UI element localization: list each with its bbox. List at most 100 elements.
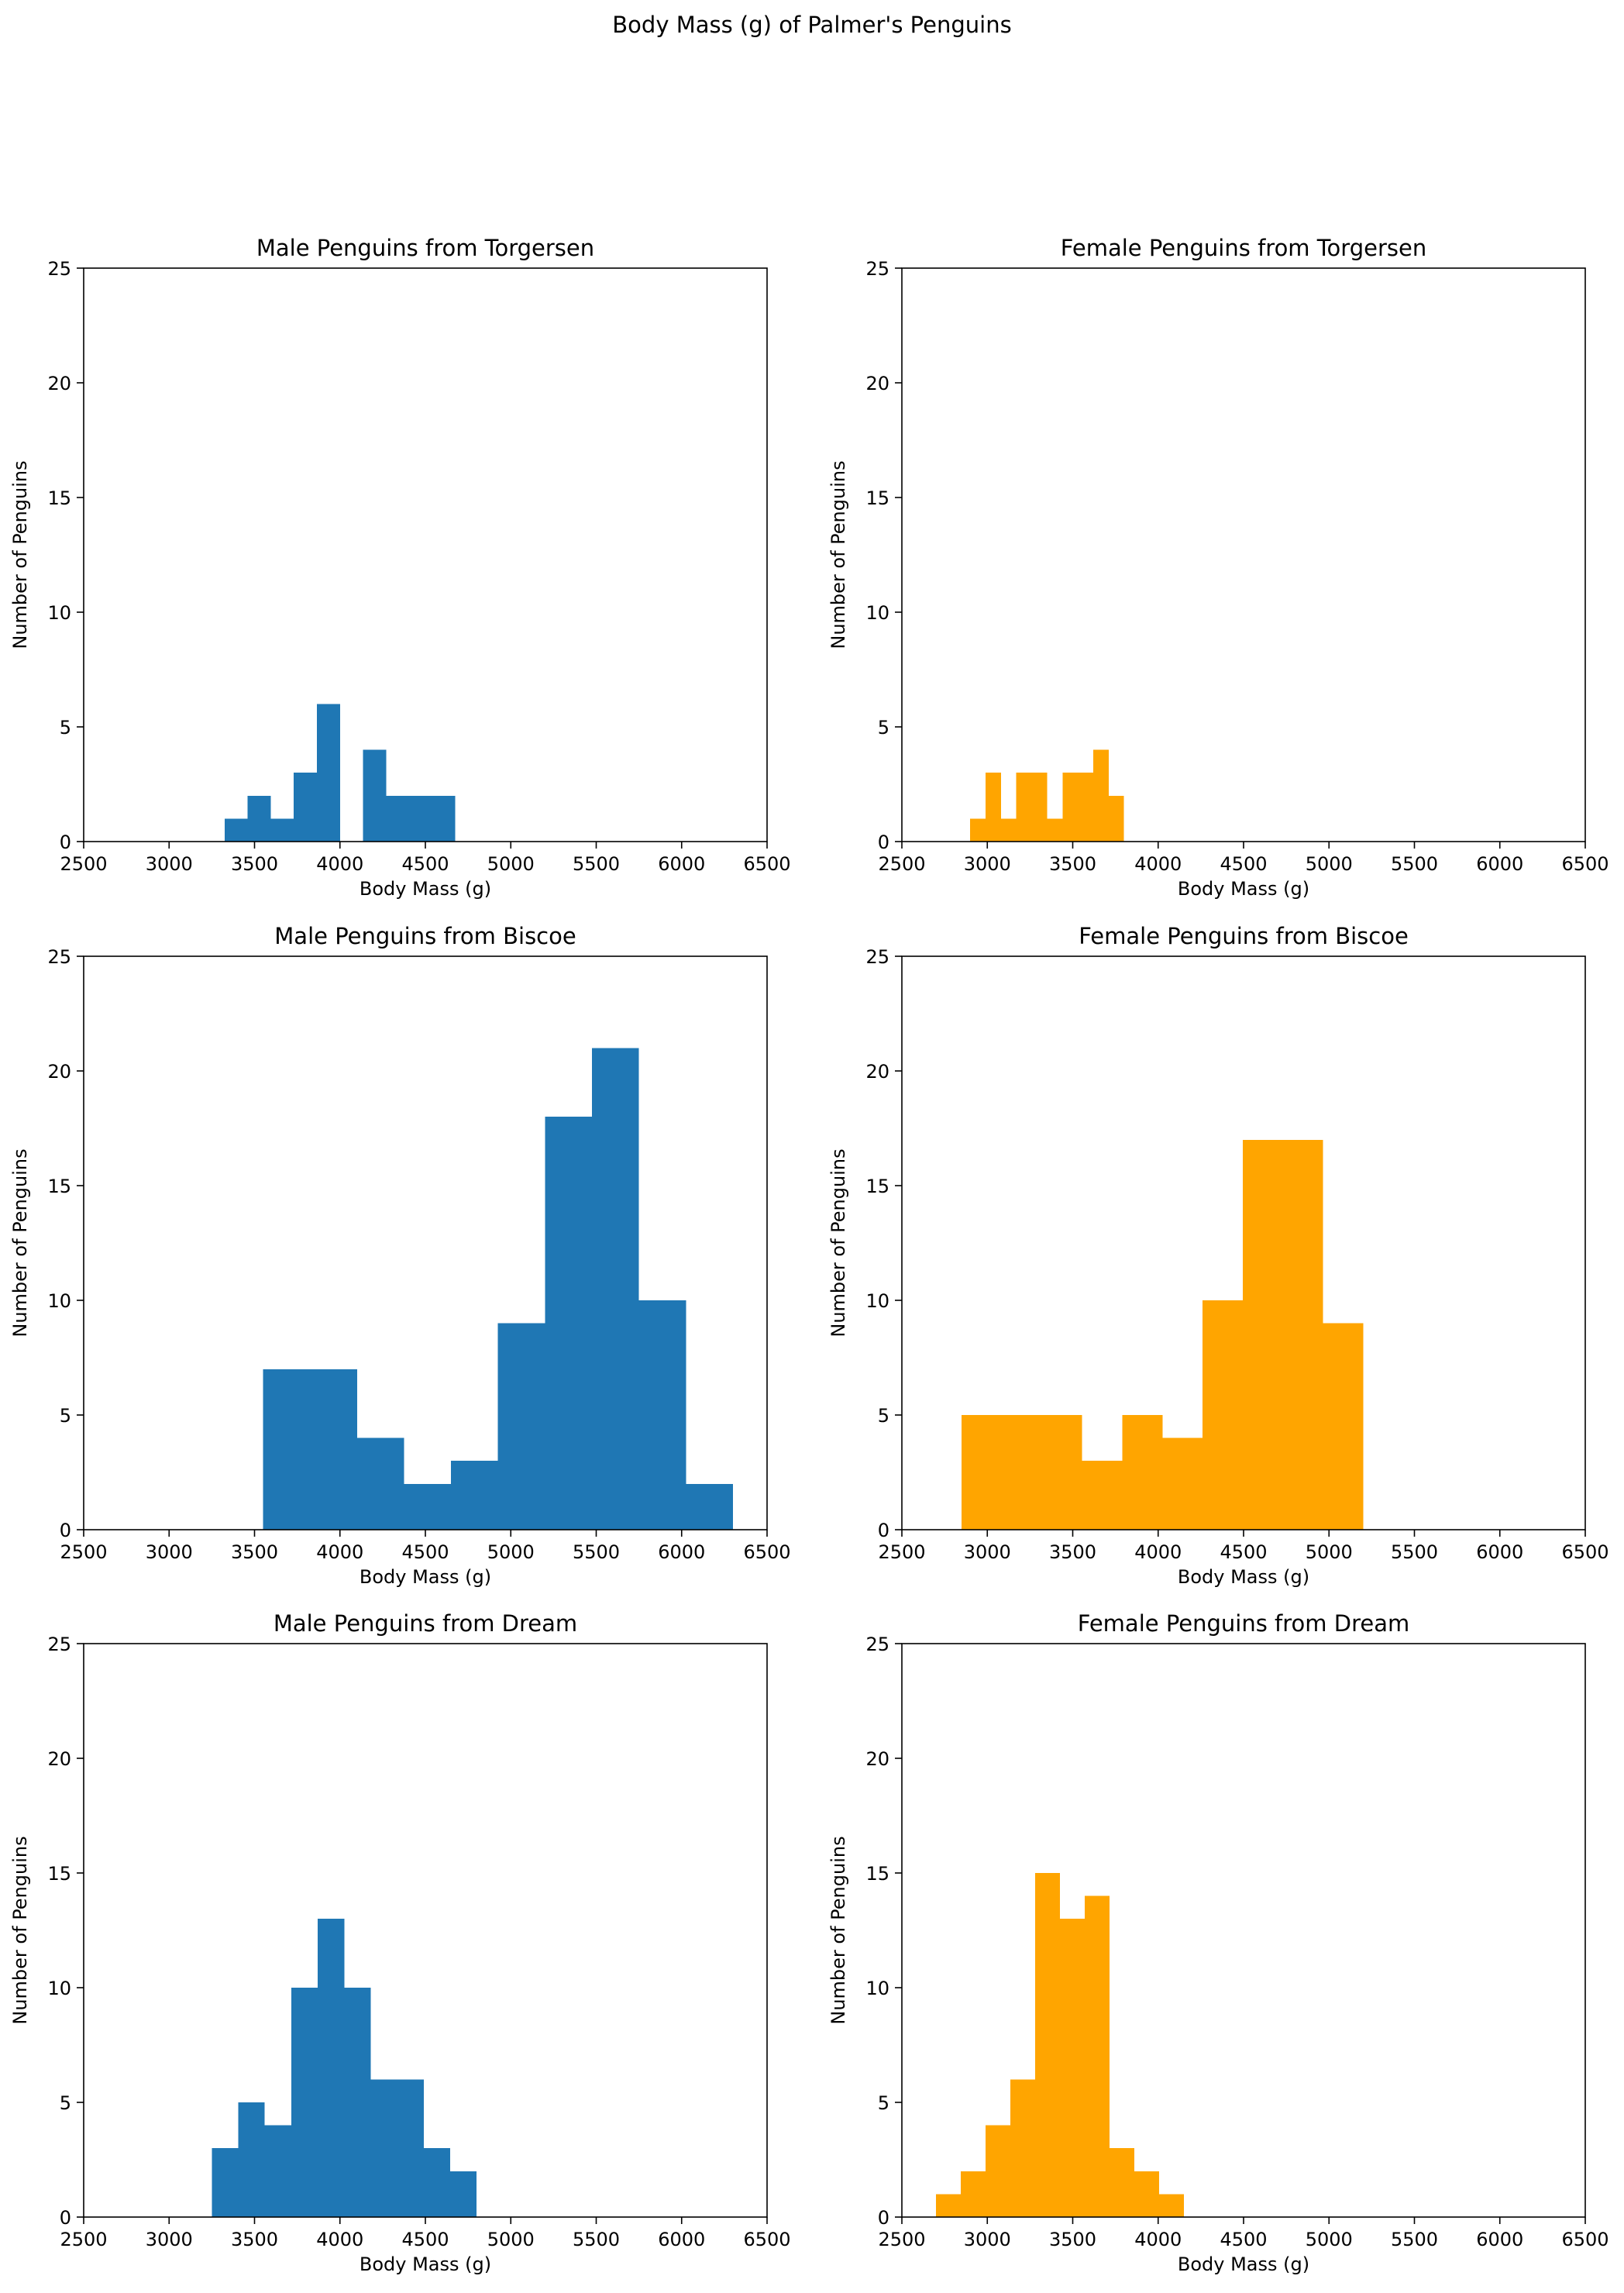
- x-tick-label: 4000: [1134, 853, 1182, 875]
- y-tick-label: 5: [60, 2092, 71, 2114]
- x-tick-label: 6000: [1476, 853, 1523, 875]
- x-tick-label: 3000: [146, 1541, 193, 1563]
- histogram-bar: [397, 2079, 424, 2217]
- histogram-bar: [1162, 1437, 1203, 1530]
- x-tick-label: 3500: [1049, 1541, 1096, 1563]
- y-tick-label: 25: [47, 258, 71, 280]
- x-axis-label: Body Mass (g): [1178, 1566, 1309, 1588]
- histogram-bar: [1122, 1415, 1163, 1530]
- x-tick-label: 6000: [658, 1541, 705, 1563]
- histogram-bar: [1282, 1139, 1323, 1530]
- y-tick-label: 25: [865, 1634, 889, 1655]
- x-tick-label: 3000: [964, 2229, 1011, 2250]
- x-tick-label: 6500: [1561, 1541, 1609, 1563]
- histogram-bar: [316, 704, 340, 842]
- y-tick-label: 10: [47, 1978, 71, 1999]
- male-penguins-from-biscoe-panel: 2500 3000 3500 4000 4500 5000 5500 6000 6500 0 5 10…: [9, 923, 791, 1588]
- y-axis-label: Number of Penguins: [827, 1148, 849, 1337]
- y-tick-label: 15: [865, 1176, 889, 1197]
- y-axis-label: Number of Penguins: [827, 460, 849, 649]
- histogram-bar: [264, 2125, 291, 2217]
- x-tick-label: 2500: [60, 1541, 107, 1563]
- female-penguins-from-dream-panel: 2500 3000 3500 4000 4500 5000 5500 6000 6500 0 5 10…: [827, 1610, 1609, 2275]
- y-tick-label: 20: [865, 1748, 889, 1770]
- histogram-bar: [1062, 773, 1079, 842]
- y-axis-label: Number of Penguins: [9, 460, 31, 649]
- y-tick-label: 10: [865, 1290, 889, 1312]
- histogram-bar: [344, 1988, 371, 2217]
- y-tick-label: 5: [60, 1405, 71, 1427]
- histogram-bar: [1059, 1919, 1085, 2217]
- histogram-bar: [1092, 749, 1109, 842]
- x-tick-label: 4000: [1134, 2229, 1182, 2250]
- histogram-bar: [404, 1483, 452, 1530]
- histogram-bar: [247, 795, 271, 842]
- histogram-bar: [1134, 2171, 1159, 2217]
- histogram-bar: [1082, 1461, 1123, 1530]
- x-tick-label: 3000: [146, 853, 193, 875]
- y-tick-label: 20: [47, 1061, 71, 1083]
- male-penguins-from-torgersen-panel: 2500 3000 3500 4000 4500 5000 5500 6000 6500 0 5 10…: [9, 235, 791, 900]
- x-tick-label: 4000: [1134, 1541, 1182, 1563]
- y-axis-label: Number of Penguins: [827, 1836, 849, 2024]
- y-tick-label: 0: [60, 831, 71, 853]
- y-tick-label: 10: [47, 602, 71, 624]
- x-tick-label: 3500: [231, 853, 278, 875]
- histogram-bar: [270, 818, 294, 842]
- histogram-bar: [451, 1461, 498, 1530]
- x-tick-label: 2500: [878, 2229, 925, 2250]
- histogram-bar: [1001, 1415, 1042, 1530]
- histogram-bar: [986, 2125, 1011, 2217]
- x-tick-label: 5000: [1306, 2229, 1353, 2250]
- x-tick-label: 5000: [1306, 1541, 1353, 1563]
- x-tick-label: 6500: [1561, 853, 1609, 875]
- y-tick-label: 5: [878, 1405, 889, 1427]
- histogram-bar: [962, 1415, 1002, 1530]
- y-tick-label: 5: [60, 717, 71, 739]
- x-tick-label: 2500: [60, 853, 107, 875]
- histogram-bar: [238, 2102, 265, 2217]
- subplot-title: Female Penguins from Biscoe: [1079, 923, 1409, 949]
- histogram-bar: [686, 1483, 733, 1530]
- x-tick-label: 4500: [401, 1541, 449, 1563]
- y-tick-label: 25: [865, 258, 889, 280]
- female-penguins-from-torgersen-panel: 2500 3000 3500 4000 4500 5000 5500 6000 6500 0 5 10…: [827, 235, 1609, 900]
- histogram-bar: [961, 2171, 986, 2217]
- x-tick-label: 3500: [231, 1541, 278, 1563]
- y-tick-label: 15: [865, 487, 889, 509]
- x-tick-label: 5000: [487, 1541, 535, 1563]
- histogram-bar: [1323, 1323, 1364, 1530]
- x-tick-label: 5500: [573, 853, 620, 875]
- histogram-bar: [1203, 1300, 1243, 1530]
- x-tick-label: 6500: [1561, 2229, 1609, 2250]
- subplot-title: Male Penguins from Torgersen: [256, 235, 594, 261]
- histogram-bar: [423, 2148, 450, 2217]
- x-tick-label: 3500: [1049, 853, 1096, 875]
- y-tick-label: 20: [47, 373, 71, 394]
- y-tick-label: 5: [878, 717, 889, 739]
- histogram-bar: [1010, 2079, 1035, 2217]
- y-tick-label: 25: [865, 946, 889, 968]
- x-tick-label: 6000: [1476, 1541, 1523, 1563]
- y-tick-label: 25: [47, 946, 71, 968]
- y-tick-label: 10: [865, 1978, 889, 1999]
- x-tick-label: 3500: [231, 2229, 278, 2250]
- histogram-bar: [545, 1117, 592, 1530]
- x-tick-label: 3500: [1049, 2229, 1096, 2250]
- x-axis-label: Body Mass (g): [360, 1566, 491, 1588]
- x-tick-label: 4500: [401, 853, 449, 875]
- histogram-bar: [1047, 818, 1063, 842]
- x-axis-label: Body Mass (g): [360, 2253, 491, 2275]
- x-tick-label: 5000: [487, 2229, 535, 2250]
- x-tick-label: 3000: [964, 853, 1011, 875]
- x-tick-label: 5500: [1391, 853, 1438, 875]
- histogram-bar: [370, 2079, 397, 2217]
- subplot-title: Female Penguins from Dream: [1078, 1610, 1410, 1637]
- x-tick-label: 4500: [1220, 1541, 1267, 1563]
- histogram-bar: [1158, 2194, 1184, 2217]
- histogram-bar: [1041, 1415, 1082, 1530]
- histogram-bar: [936, 2194, 962, 2217]
- y-tick-label: 15: [47, 1176, 71, 1197]
- y-tick-label: 10: [865, 602, 889, 624]
